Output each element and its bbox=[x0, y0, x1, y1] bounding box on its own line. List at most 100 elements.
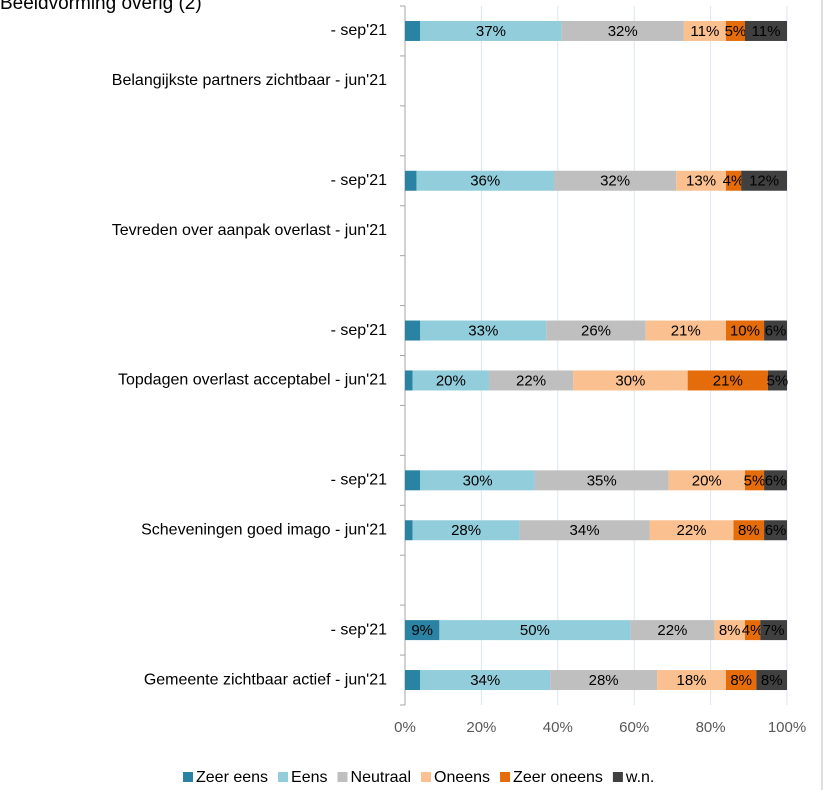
bar-segment bbox=[420, 470, 535, 491]
y-tick-label: - sep'21 bbox=[331, 172, 388, 189]
legend-label: Zeer eens bbox=[196, 769, 268, 786]
bar-segment bbox=[714, 620, 745, 641]
data-label: 22% bbox=[516, 372, 546, 389]
data-label: 8% bbox=[730, 672, 752, 689]
data-label: 32% bbox=[608, 23, 638, 40]
data-label: 28% bbox=[451, 522, 481, 539]
data-label: 35% bbox=[587, 472, 617, 489]
y-tick-label: Topdagen overlast acceptabel - jun'21 bbox=[118, 372, 387, 389]
bar-segment bbox=[489, 370, 574, 391]
data-label: 11% bbox=[690, 23, 719, 40]
bar-segment bbox=[416, 170, 554, 191]
y-tick-label: Belangijkste partners zichtbaar - jun'21 bbox=[112, 72, 387, 89]
bar-segment bbox=[405, 320, 421, 341]
chart-title: Beeldvorming overig (2) bbox=[0, 0, 202, 14]
bar-segment bbox=[764, 320, 787, 341]
bar-segment bbox=[561, 20, 684, 41]
y-tick-label: Gemeente zichtbaar actief - jun'21 bbox=[144, 671, 387, 688]
legend-swatch bbox=[337, 772, 348, 782]
y-tick-label: Scheveningen goed imago - jun'21 bbox=[141, 521, 387, 538]
data-label: 30% bbox=[615, 372, 645, 389]
bar-segment bbox=[412, 370, 490, 391]
data-label: 36% bbox=[470, 173, 500, 190]
bar-segment bbox=[405, 620, 440, 641]
y-tick-label: Tevreden over aanpak overlast - jun'21 bbox=[112, 222, 387, 239]
bar-segment bbox=[405, 670, 421, 691]
data-label: 34% bbox=[470, 672, 500, 689]
bar-segment bbox=[657, 670, 726, 691]
legend-swatch bbox=[183, 772, 193, 782]
bar-segment bbox=[767, 370, 787, 391]
legend-label: Eens bbox=[291, 769, 327, 786]
data-label: 10% bbox=[730, 323, 760, 340]
bar-segment bbox=[744, 470, 765, 491]
data-label: 8% bbox=[738, 522, 760, 539]
bar-segment bbox=[725, 670, 757, 691]
bar-segment bbox=[553, 170, 677, 191]
bar-segment bbox=[550, 670, 658, 691]
bar-segment bbox=[546, 320, 646, 341]
bar-segment bbox=[420, 20, 562, 41]
data-label: 13% bbox=[686, 173, 716, 190]
y-tick-label: - sep'21 bbox=[331, 22, 388, 39]
x-tick-label: 0% bbox=[394, 719, 416, 736]
bar-segment bbox=[725, 20, 745, 41]
data-label: 28% bbox=[589, 672, 619, 689]
data-label: 6% bbox=[765, 472, 787, 489]
data-label: 12% bbox=[749, 173, 779, 190]
data-label: 26% bbox=[581, 323, 611, 340]
bar-segment bbox=[630, 620, 715, 641]
legend-swatch bbox=[612, 772, 623, 782]
bar-segment bbox=[725, 320, 765, 341]
data-label: 4% bbox=[723, 173, 745, 190]
data-label: 20% bbox=[692, 472, 722, 489]
bar-segment bbox=[760, 620, 787, 641]
data-label: 50% bbox=[520, 622, 550, 639]
data-label: 22% bbox=[676, 522, 706, 539]
data-label: 20% bbox=[436, 372, 466, 389]
data-label: 30% bbox=[463, 472, 493, 489]
bar-segment bbox=[405, 520, 413, 541]
legend-swatch bbox=[421, 772, 431, 782]
y-tick-label: - sep'21 bbox=[331, 472, 388, 489]
data-label: 7% bbox=[763, 622, 785, 639]
bar-segment bbox=[519, 520, 650, 541]
bar-segment bbox=[420, 320, 547, 341]
data-label: 6% bbox=[765, 522, 787, 539]
data-label: 22% bbox=[657, 622, 687, 639]
x-tick-label: 100% bbox=[768, 719, 806, 736]
bar-segment bbox=[668, 470, 745, 491]
x-tick-label: 40% bbox=[543, 719, 573, 736]
bar-segment bbox=[405, 370, 413, 391]
y-tick-label: - sep'21 bbox=[331, 621, 388, 638]
data-label: 9% bbox=[411, 622, 433, 639]
data-label: 5% bbox=[744, 472, 766, 489]
data-label: 8% bbox=[761, 672, 783, 689]
legend-label: w.n. bbox=[625, 769, 654, 786]
bar-segment bbox=[683, 20, 726, 41]
data-label: 21% bbox=[713, 372, 743, 389]
data-label: 21% bbox=[671, 323, 701, 340]
x-tick-label: 60% bbox=[619, 719, 649, 736]
data-label: 11% bbox=[752, 23, 781, 40]
data-label: 5% bbox=[767, 372, 789, 389]
legend-label: Zeer oneens bbox=[513, 769, 603, 786]
bar-segment bbox=[764, 470, 787, 491]
bar-segment bbox=[756, 670, 787, 691]
bar-segment bbox=[744, 620, 761, 641]
data-label: 34% bbox=[570, 522, 600, 539]
bar-segment bbox=[412, 520, 520, 541]
bar-segment bbox=[764, 520, 787, 541]
y-tick-label: - sep'21 bbox=[331, 322, 388, 339]
bar-segment bbox=[645, 320, 726, 341]
bar-segment bbox=[649, 520, 734, 541]
data-label: 4% bbox=[742, 622, 764, 639]
bar-segment bbox=[534, 470, 669, 491]
legend-label: Oneens bbox=[434, 769, 490, 786]
bar-segment bbox=[725, 170, 742, 191]
bar-segment bbox=[744, 20, 787, 41]
data-label: 5% bbox=[725, 23, 747, 40]
x-tick-label: 20% bbox=[466, 719, 496, 736]
bar-segment bbox=[405, 470, 421, 491]
bar-segment bbox=[573, 370, 688, 391]
